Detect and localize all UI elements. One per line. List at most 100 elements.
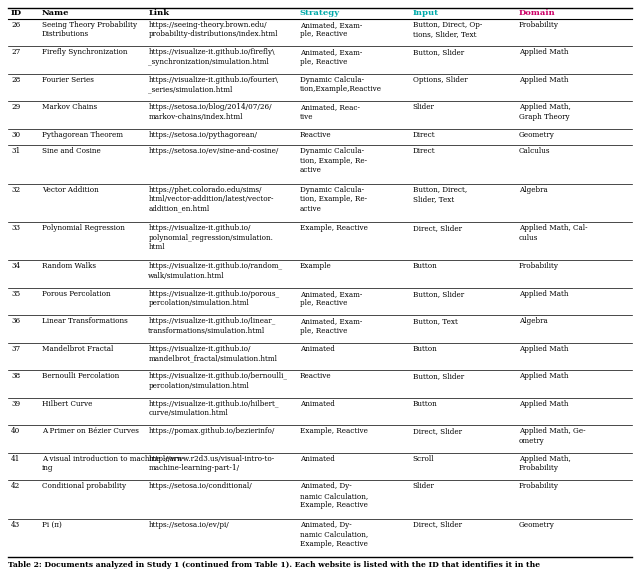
Text: Applied Math: Applied Math [519, 400, 568, 408]
Text: 40: 40 [11, 427, 20, 435]
Text: Direct: Direct [413, 130, 435, 139]
Text: Applied Math,
Probability: Applied Math, Probability [519, 455, 571, 472]
Text: https://setosa.io/conditional/: https://setosa.io/conditional/ [148, 482, 252, 490]
Text: 36: 36 [11, 318, 20, 325]
Text: 37: 37 [11, 345, 20, 353]
Text: Table 2: Documents analyzed in Study 1 (continued from Table 1). Each website is: Table 2: Documents analyzed in Study 1 (… [8, 561, 540, 569]
Text: https://phet.colorado.edu/sims/
html/vector-addition/latest/vector-
addition_en.: https://phet.colorado.edu/sims/ html/vec… [148, 185, 274, 212]
Text: 35: 35 [11, 290, 20, 298]
Text: https://visualize-it.github.io/hilbert_
curve/simulation.html: https://visualize-it.github.io/hilbert_ … [148, 400, 279, 417]
Text: Applied Math,
Graph Theory: Applied Math, Graph Theory [519, 103, 571, 121]
Text: Direct: Direct [413, 147, 435, 155]
Text: 27: 27 [11, 49, 20, 56]
Text: https://pomax.github.io/bezierinfo/: https://pomax.github.io/bezierinfo/ [148, 427, 275, 435]
Text: Geometry: Geometry [519, 521, 555, 529]
Text: A Primer on Bézier Curves: A Primer on Bézier Curves [42, 427, 139, 435]
Text: Seeing Theory Probability
Distributions: Seeing Theory Probability Distributions [42, 21, 137, 38]
Text: Applied Math: Applied Math [519, 290, 568, 298]
Text: 39: 39 [11, 400, 20, 408]
Text: Animated, Exam-
ple, Reactive: Animated, Exam- ple, Reactive [300, 21, 362, 38]
Text: ID: ID [11, 9, 22, 18]
Text: Applied Math: Applied Math [519, 49, 568, 56]
Text: 34: 34 [11, 263, 20, 270]
Text: Dynamic Calcula-
tion, Example, Re-
active: Dynamic Calcula- tion, Example, Re- acti… [300, 185, 367, 212]
Text: Animated: Animated [300, 400, 335, 408]
Text: Random Walks: Random Walks [42, 263, 96, 270]
Text: https://visualize-it.github.io/
mandelbrot_fractal/simulation.html: https://visualize-it.github.io/ mandelbr… [148, 345, 277, 362]
Text: 43: 43 [11, 521, 20, 529]
Text: Name: Name [42, 9, 70, 18]
Text: Animated, Exam-
ple, Reactive: Animated, Exam- ple, Reactive [300, 290, 362, 307]
Text: A visual introduction to machine learn-
ing: A visual introduction to machine learn- … [42, 455, 184, 472]
Text: https://visualize-it.github.io/random_
walk/simulation.html: https://visualize-it.github.io/random_ w… [148, 263, 282, 280]
Text: https://seeing-theory.brown.edu/
probability-distributions/index.html: https://seeing-theory.brown.edu/ probabi… [148, 21, 278, 38]
Text: Example: Example [300, 263, 332, 270]
Text: 28: 28 [11, 75, 20, 84]
Text: https://setosa.io/pythagorean/: https://setosa.io/pythagorean/ [148, 130, 257, 139]
Text: 38: 38 [11, 372, 20, 380]
Text: Button, Direct, Op-
tions, Slider, Text: Button, Direct, Op- tions, Slider, Text [413, 21, 482, 38]
Text: Porous Percolation: Porous Percolation [42, 290, 111, 298]
Text: 41: 41 [11, 455, 20, 463]
Text: Hilbert Curve: Hilbert Curve [42, 400, 92, 408]
Text: Geometry: Geometry [519, 130, 555, 139]
Text: Bernoulli Percolation: Bernoulli Percolation [42, 372, 119, 380]
Text: 31: 31 [11, 147, 20, 155]
Text: Vector Addition: Vector Addition [42, 185, 99, 194]
Text: Direct, Slider: Direct, Slider [413, 427, 461, 435]
Text: https://visualize-it.github.io/fourier\
_series/simulation.html: https://visualize-it.github.io/fourier\ … [148, 75, 278, 93]
Text: Applied Math, Ge-
ometry: Applied Math, Ge- ometry [519, 427, 586, 445]
Text: https://visualize-it.github.io/firefly\
_synchronization/simulation.html: https://visualize-it.github.io/firefly\ … [148, 49, 275, 66]
Text: Animated, Exam-
ple, Reactive: Animated, Exam- ple, Reactive [300, 49, 362, 66]
Text: Strategy: Strategy [300, 9, 340, 18]
Text: Animated, Reac-
tive: Animated, Reac- tive [300, 103, 360, 121]
Text: https://setosa.io/ev/pi/: https://setosa.io/ev/pi/ [148, 521, 229, 529]
Text: Example, Reactive: Example, Reactive [300, 224, 367, 232]
Text: Options, Slider: Options, Slider [413, 75, 467, 84]
Text: Pi (π): Pi (π) [42, 521, 62, 529]
Text: 30: 30 [11, 130, 20, 139]
Text: Sine and Cosine: Sine and Cosine [42, 147, 100, 155]
Text: https://visualize-it.github.io/porous_
percolation/simulation.html: https://visualize-it.github.io/porous_ p… [148, 290, 280, 307]
Text: Applied Math: Applied Math [519, 75, 568, 84]
Text: Dynamic Calcula-
tion, Example, Re-
active: Dynamic Calcula- tion, Example, Re- acti… [300, 147, 367, 174]
Text: https://visualize-it.github.io/bernoulli_
percolation/simulation.html: https://visualize-it.github.io/bernoulli… [148, 372, 287, 390]
Text: Calculus: Calculus [519, 147, 550, 155]
Text: Applied Math: Applied Math [519, 372, 568, 380]
Text: Button: Button [413, 400, 437, 408]
Text: Algebra: Algebra [519, 318, 548, 325]
Text: Example, Reactive: Example, Reactive [300, 427, 367, 435]
Text: Direct, Slider: Direct, Slider [413, 521, 461, 529]
Text: Slider: Slider [413, 482, 435, 490]
Text: 32: 32 [11, 185, 20, 194]
Text: Button, Text: Button, Text [413, 318, 458, 325]
Text: Button, Slider: Button, Slider [413, 372, 464, 380]
Text: Direct, Slider: Direct, Slider [413, 224, 461, 232]
Text: Button, Direct,
Slider, Text: Button, Direct, Slider, Text [413, 185, 467, 203]
Text: Linear Transformations: Linear Transformations [42, 318, 128, 325]
Text: Button, Slider: Button, Slider [413, 49, 464, 56]
Text: Link: Link [148, 9, 170, 18]
Text: Markov Chains: Markov Chains [42, 103, 97, 111]
Text: Animated, Dy-
namic Calculation,
Example, Reactive: Animated, Dy- namic Calculation, Example… [300, 482, 368, 509]
Text: Conditional probability: Conditional probability [42, 482, 126, 490]
Text: 33: 33 [11, 224, 20, 232]
Text: Probability: Probability [519, 21, 559, 29]
Text: Applied Math, Cal-
culus: Applied Math, Cal- culus [519, 224, 588, 242]
Text: Button: Button [413, 263, 437, 270]
Text: Scroll: Scroll [413, 455, 434, 463]
Text: Dynamic Calcula-
tion,Example,Reactive: Dynamic Calcula- tion,Example,Reactive [300, 75, 382, 93]
Text: https://visualize-it.github.io/linear_
transformations/simulation.html: https://visualize-it.github.io/linear_ t… [148, 318, 276, 335]
Text: https://setosa.io/ev/sine-and-cosine/: https://setosa.io/ev/sine-and-cosine/ [148, 147, 278, 155]
Text: Algebra: Algebra [519, 185, 548, 194]
Text: Domain: Domain [519, 9, 556, 18]
Text: https://visualize-it.github.io/
polynomial_regression/simulation.
html: https://visualize-it.github.io/ polynomi… [148, 224, 273, 251]
Text: Probability: Probability [519, 482, 559, 490]
Text: Pythagorean Theorem: Pythagorean Theorem [42, 130, 123, 139]
Text: https://setosa.io/blog/2014/07/26/
markov-chains/index.html: https://setosa.io/blog/2014/07/26/ marko… [148, 103, 272, 121]
Text: Firefly Synchronization: Firefly Synchronization [42, 49, 127, 56]
Text: Fourier Series: Fourier Series [42, 75, 94, 84]
Text: Button: Button [413, 345, 437, 353]
Text: Reactive: Reactive [300, 130, 332, 139]
Text: Polynomial Regression: Polynomial Regression [42, 224, 125, 232]
